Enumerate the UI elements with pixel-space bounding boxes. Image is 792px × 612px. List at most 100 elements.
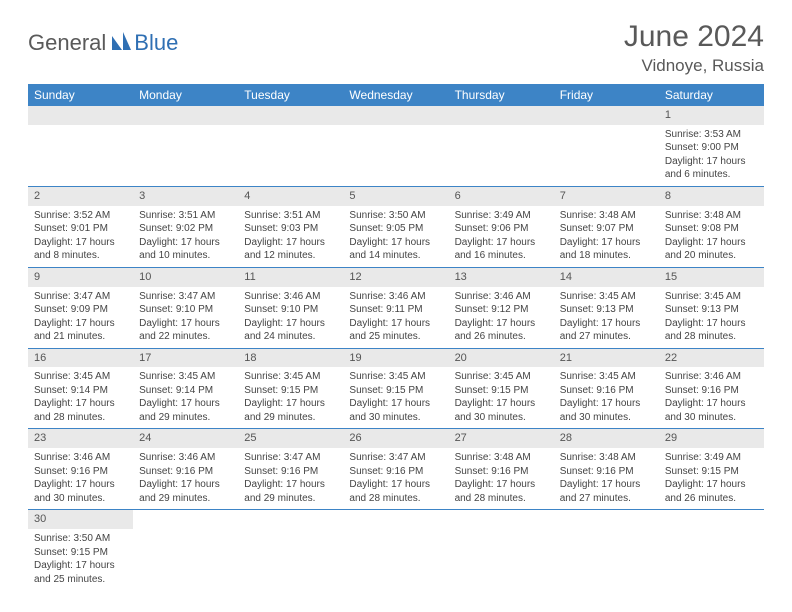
calendar-cell: 11Sunrise: 3:46 AMSunset: 9:10 PMDayligh… [238, 267, 343, 348]
calendar-week: 16Sunrise: 3:45 AMSunset: 9:14 PMDayligh… [28, 348, 764, 429]
daylight-line: Daylight: 17 hours and 6 minutes. [665, 155, 758, 182]
calendar-week: 1Sunrise: 3:53 AMSunset: 9:00 PMDaylight… [28, 106, 764, 186]
daylight-line: Daylight: 17 hours and 21 minutes. [34, 317, 127, 344]
calendar-table: SundayMondayTuesdayWednesdayThursdayFrid… [28, 84, 764, 590]
day-number: 13 [449, 268, 554, 287]
sunrise-line: Sunrise: 3:45 AM [455, 370, 548, 384]
calendar-cell: 8Sunrise: 3:48 AMSunset: 9:08 PMDaylight… [659, 186, 764, 267]
sunrise-line: Sunrise: 3:47 AM [349, 451, 442, 465]
sunset-line: Sunset: 9:16 PM [349, 465, 442, 479]
day-number-empty [238, 106, 343, 125]
day-body: Sunrise: 3:50 AMSunset: 9:05 PMDaylight:… [343, 206, 448, 267]
daylight-line: Daylight: 17 hours and 30 minutes. [349, 397, 442, 424]
calendar-cell: 15Sunrise: 3:45 AMSunset: 9:13 PMDayligh… [659, 267, 764, 348]
weekday-header: Monday [133, 84, 238, 106]
sunrise-line: Sunrise: 3:50 AM [349, 209, 442, 223]
calendar-cell: 6Sunrise: 3:49 AMSunset: 9:06 PMDaylight… [449, 186, 554, 267]
sunset-line: Sunset: 9:14 PM [139, 384, 232, 398]
sunset-line: Sunset: 9:01 PM [34, 222, 127, 236]
weekday-header: Saturday [659, 84, 764, 106]
daylight-line: Daylight: 17 hours and 29 minutes. [244, 478, 337, 505]
month-title: June 2024 [624, 20, 764, 54]
calendar-cell: 25Sunrise: 3:47 AMSunset: 9:16 PMDayligh… [238, 429, 343, 510]
calendar-cell: 19Sunrise: 3:45 AMSunset: 9:15 PMDayligh… [343, 348, 448, 429]
calendar-cell: 4Sunrise: 3:51 AMSunset: 9:03 PMDaylight… [238, 186, 343, 267]
page-header: General Blue June 2024 Vidnoye, Russia [28, 20, 764, 76]
sunrise-line: Sunrise: 3:52 AM [34, 209, 127, 223]
day-number: 24 [133, 429, 238, 448]
sunset-line: Sunset: 9:16 PM [560, 384, 653, 398]
day-number-empty [133, 106, 238, 125]
day-body: Sunrise: 3:46 AMSunset: 9:16 PMDaylight:… [659, 367, 764, 428]
calendar-cell [133, 106, 238, 186]
sunset-line: Sunset: 9:09 PM [34, 303, 127, 317]
day-body: Sunrise: 3:46 AMSunset: 9:16 PMDaylight:… [28, 448, 133, 509]
logo-text-1: General [28, 30, 106, 56]
daylight-line: Daylight: 17 hours and 28 minutes. [349, 478, 442, 505]
weekday-header: Wednesday [343, 84, 448, 106]
day-body: Sunrise: 3:48 AMSunset: 9:07 PMDaylight:… [554, 206, 659, 267]
calendar-cell: 24Sunrise: 3:46 AMSunset: 9:16 PMDayligh… [133, 429, 238, 510]
logo-sail-icon [110, 32, 132, 57]
day-number: 26 [343, 429, 448, 448]
sunrise-line: Sunrise: 3:46 AM [665, 370, 758, 384]
day-body: Sunrise: 3:51 AMSunset: 9:02 PMDaylight:… [133, 206, 238, 267]
day-body: Sunrise: 3:46 AMSunset: 9:10 PMDaylight:… [238, 287, 343, 348]
sunrise-line: Sunrise: 3:48 AM [455, 451, 548, 465]
daylight-line: Daylight: 17 hours and 27 minutes. [560, 478, 653, 505]
sunrise-line: Sunrise: 3:49 AM [455, 209, 548, 223]
sunset-line: Sunset: 9:15 PM [244, 384, 337, 398]
day-body: Sunrise: 3:47 AMSunset: 9:10 PMDaylight:… [133, 287, 238, 348]
sunset-line: Sunset: 9:11 PM [349, 303, 442, 317]
daylight-line: Daylight: 17 hours and 14 minutes. [349, 236, 442, 263]
calendar-cell: 1Sunrise: 3:53 AMSunset: 9:00 PMDaylight… [659, 106, 764, 186]
day-number: 10 [133, 268, 238, 287]
daylight-line: Daylight: 17 hours and 18 minutes. [560, 236, 653, 263]
calendar-cell [343, 510, 448, 590]
calendar-cell: 23Sunrise: 3:46 AMSunset: 9:16 PMDayligh… [28, 429, 133, 510]
calendar-cell [238, 106, 343, 186]
calendar-cell [659, 510, 764, 590]
day-body: Sunrise: 3:47 AMSunset: 9:16 PMDaylight:… [238, 448, 343, 509]
daylight-line: Daylight: 17 hours and 22 minutes. [139, 317, 232, 344]
sunset-line: Sunset: 9:10 PM [139, 303, 232, 317]
day-body: Sunrise: 3:45 AMSunset: 9:15 PMDaylight:… [343, 367, 448, 428]
day-body: Sunrise: 3:47 AMSunset: 9:16 PMDaylight:… [343, 448, 448, 509]
day-number: 3 [133, 187, 238, 206]
day-number: 25 [238, 429, 343, 448]
calendar-body: 1Sunrise: 3:53 AMSunset: 9:00 PMDaylight… [28, 106, 764, 590]
sunrise-line: Sunrise: 3:45 AM [139, 370, 232, 384]
calendar-cell: 14Sunrise: 3:45 AMSunset: 9:13 PMDayligh… [554, 267, 659, 348]
sunrise-line: Sunrise: 3:45 AM [665, 290, 758, 304]
day-number: 21 [554, 349, 659, 368]
calendar-cell [133, 510, 238, 590]
sunrise-line: Sunrise: 3:47 AM [139, 290, 232, 304]
daylight-line: Daylight: 17 hours and 28 minutes. [34, 397, 127, 424]
sunset-line: Sunset: 9:16 PM [560, 465, 653, 479]
calendar-cell: 17Sunrise: 3:45 AMSunset: 9:14 PMDayligh… [133, 348, 238, 429]
day-body: Sunrise: 3:45 AMSunset: 9:14 PMDaylight:… [133, 367, 238, 428]
sunset-line: Sunset: 9:06 PM [455, 222, 548, 236]
calendar-cell [449, 106, 554, 186]
sunrise-line: Sunrise: 3:45 AM [560, 370, 653, 384]
calendar-week: 23Sunrise: 3:46 AMSunset: 9:16 PMDayligh… [28, 429, 764, 510]
calendar-cell: 10Sunrise: 3:47 AMSunset: 9:10 PMDayligh… [133, 267, 238, 348]
sunrise-line: Sunrise: 3:45 AM [244, 370, 337, 384]
calendar-cell: 30Sunrise: 3:50 AMSunset: 9:15 PMDayligh… [28, 510, 133, 590]
day-number: 5 [343, 187, 448, 206]
day-body: Sunrise: 3:46 AMSunset: 9:16 PMDaylight:… [133, 448, 238, 509]
daylight-line: Daylight: 17 hours and 27 minutes. [560, 317, 653, 344]
calendar-page: General Blue June 2024 Vidnoye, Russia S… [0, 0, 792, 610]
daylight-line: Daylight: 17 hours and 20 minutes. [665, 236, 758, 263]
daylight-line: Daylight: 17 hours and 30 minutes. [34, 478, 127, 505]
sunrise-line: Sunrise: 3:45 AM [34, 370, 127, 384]
daylight-line: Daylight: 17 hours and 26 minutes. [455, 317, 548, 344]
daylight-line: Daylight: 17 hours and 30 minutes. [560, 397, 653, 424]
daylight-line: Daylight: 17 hours and 8 minutes. [34, 236, 127, 263]
calendar-cell: 7Sunrise: 3:48 AMSunset: 9:07 PMDaylight… [554, 186, 659, 267]
calendar-cell: 3Sunrise: 3:51 AMSunset: 9:02 PMDaylight… [133, 186, 238, 267]
sunrise-line: Sunrise: 3:48 AM [560, 209, 653, 223]
day-number: 20 [449, 349, 554, 368]
title-block: June 2024 Vidnoye, Russia [624, 20, 764, 76]
daylight-line: Daylight: 17 hours and 30 minutes. [455, 397, 548, 424]
